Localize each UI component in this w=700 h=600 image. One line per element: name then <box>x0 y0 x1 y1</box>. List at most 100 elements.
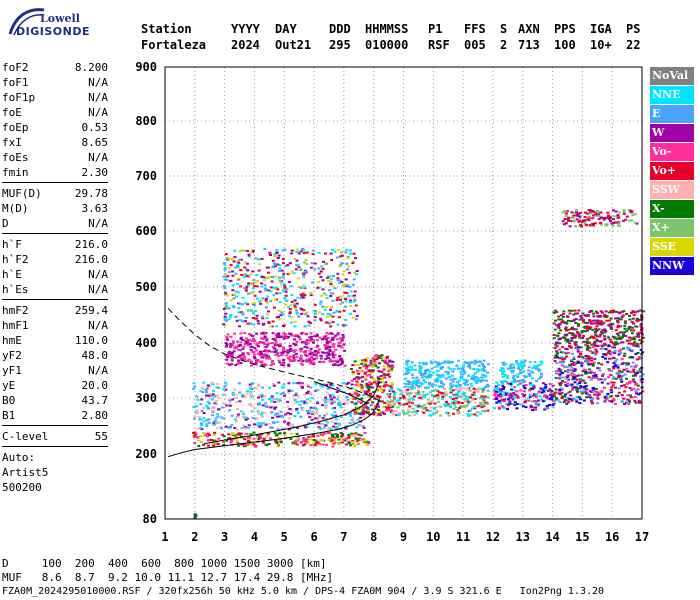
x-tick-label: 7 <box>340 530 347 544</box>
echo-point <box>462 372 466 375</box>
echo-point <box>282 272 286 275</box>
echo-point <box>497 406 501 409</box>
echo-point <box>241 303 245 306</box>
echo-point <box>493 394 497 397</box>
echo-point <box>583 382 587 384</box>
echo-point <box>430 406 433 409</box>
echo-point <box>273 407 277 410</box>
echo-point <box>497 383 501 386</box>
echo-point <box>417 379 421 382</box>
echo-point <box>598 335 602 338</box>
echo-point <box>633 395 637 398</box>
echo-point <box>595 312 599 315</box>
echo-point <box>278 399 282 402</box>
echo-point <box>314 312 317 315</box>
echo-point <box>439 405 443 408</box>
echo-point <box>428 414 432 417</box>
echo-point <box>555 362 559 365</box>
echo-point <box>617 387 621 390</box>
echo-point <box>309 444 313 447</box>
header-label: DAY <box>275 22 297 36</box>
echo-point <box>314 310 318 313</box>
echo-point <box>510 396 514 399</box>
echo-point <box>459 376 463 379</box>
echo-point <box>206 400 210 403</box>
echo-point <box>311 435 315 438</box>
echo-point <box>275 298 279 301</box>
echo-point <box>613 344 617 347</box>
echo-point <box>250 292 253 295</box>
echo-point <box>222 285 226 288</box>
echo-point <box>213 395 217 398</box>
echo-point <box>639 323 643 326</box>
echo-point <box>532 365 536 368</box>
echo-point <box>206 432 210 435</box>
echo-point <box>282 262 285 265</box>
echo-point <box>626 394 630 397</box>
echo-point <box>515 373 519 376</box>
echo-point <box>317 422 321 425</box>
echo-point <box>277 269 281 272</box>
echo-point <box>232 260 236 263</box>
echo-point <box>281 335 285 338</box>
echo-point <box>328 313 332 316</box>
echo-point <box>238 319 242 321</box>
echo-point <box>628 394 632 397</box>
echo-point <box>465 395 469 398</box>
echo-point <box>244 316 248 319</box>
o-trace-fit-line <box>203 381 381 445</box>
echo-point <box>607 324 611 327</box>
echo-point <box>289 321 293 324</box>
echo-point <box>418 365 422 368</box>
echo-point <box>417 403 421 406</box>
echo-point <box>211 383 215 386</box>
echo-point <box>437 391 441 394</box>
echo-point <box>309 291 313 294</box>
param-divider <box>2 182 108 183</box>
echo-point <box>364 363 368 366</box>
echo-point <box>566 338 570 341</box>
echo-point <box>575 388 579 391</box>
echo-point <box>477 360 481 363</box>
echo-point <box>276 257 280 259</box>
echo-point <box>534 393 538 396</box>
echo-point <box>328 341 332 344</box>
echo-point <box>365 392 369 395</box>
echo-point <box>547 404 551 406</box>
echo-point <box>317 267 321 270</box>
echo-point <box>257 300 261 303</box>
echo-point <box>466 414 470 417</box>
echo-point <box>632 370 636 373</box>
echo-point <box>587 368 591 371</box>
echo-point <box>630 326 634 329</box>
echo-point <box>341 433 345 436</box>
echo-point <box>330 278 334 281</box>
echo-point <box>451 374 454 377</box>
echo-point <box>450 390 454 392</box>
echo-point <box>247 353 251 356</box>
echo-point <box>504 393 508 396</box>
echo-point <box>362 441 366 443</box>
echo-point <box>609 373 613 376</box>
echo-point <box>438 376 442 379</box>
echo-point <box>396 388 400 391</box>
echo-point <box>332 311 336 314</box>
echo-point <box>251 251 255 254</box>
legend-item: X+ <box>650 219 694 237</box>
echo-point <box>359 384 363 387</box>
echo-point <box>321 313 325 316</box>
echo-point <box>386 400 390 403</box>
echo-point <box>417 393 421 396</box>
echo-point <box>381 356 385 359</box>
echo-point <box>592 374 596 377</box>
echo-point <box>634 374 637 377</box>
echo-point <box>557 318 561 321</box>
header-label: AXN <box>518 22 540 36</box>
y-tick-label: 400 <box>135 336 157 350</box>
echo-point <box>464 399 468 402</box>
echo-point <box>377 378 381 380</box>
echo-point <box>306 410 309 412</box>
param-value: 216.0 <box>74 253 108 266</box>
echo-point <box>622 355 626 357</box>
echo-point <box>336 332 340 334</box>
